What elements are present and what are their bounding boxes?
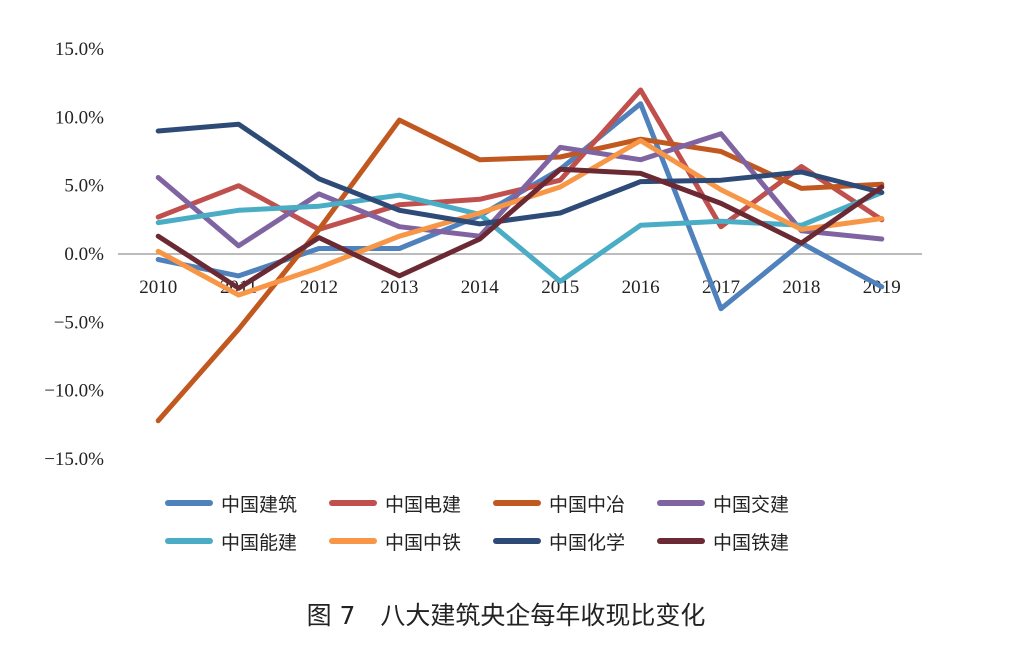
x-tick-label: 2015 bbox=[541, 277, 579, 298]
legend-item: 中国电建 bbox=[329, 490, 493, 516]
y-tick-label: 10.0% bbox=[55, 107, 104, 128]
legend-item: 中国中冶 bbox=[493, 490, 657, 516]
legend-swatch bbox=[165, 538, 213, 544]
series-line bbox=[155, 131, 885, 249]
x-tick-label: 2016 bbox=[622, 277, 660, 298]
legend-swatch bbox=[657, 500, 705, 506]
legend-swatch bbox=[493, 500, 541, 506]
legend-label: 中国中冶 bbox=[549, 493, 626, 516]
legend-label: 中国铁建 bbox=[713, 531, 790, 554]
series-lines bbox=[155, 87, 885, 424]
figure-caption: 图 7 八大建筑央企每年收现比变化 bbox=[306, 601, 706, 630]
y-tick-label: −10.0% bbox=[44, 381, 104, 402]
series-line bbox=[155, 138, 885, 298]
legend-swatch bbox=[493, 538, 541, 544]
legend-swatch bbox=[657, 538, 705, 544]
legend-item: 中国铁建 bbox=[657, 528, 821, 554]
line-chart: 15.0% 10.0% 5.0% 0.0% −5.0% −10.0% −15.0% 2010… bbox=[44, 39, 922, 470]
series-line bbox=[155, 166, 885, 291]
legend-item: 中国交建 bbox=[657, 490, 821, 516]
legend-label: 中国交建 bbox=[713, 493, 790, 516]
legend-label: 中国建筑 bbox=[221, 493, 298, 516]
y-tick-label: −15.0% bbox=[44, 449, 104, 470]
legend-label: 中国化学 bbox=[549, 531, 626, 554]
series-line bbox=[155, 121, 885, 227]
x-tick-label: 2013 bbox=[380, 277, 418, 298]
legend-swatch bbox=[329, 500, 377, 506]
x-tick-label: 2014 bbox=[461, 277, 500, 298]
x-tick-label: 2012 bbox=[300, 277, 338, 298]
y-tick-label: 0.0% bbox=[64, 244, 104, 265]
legend: 中国建筑 中国电建 中国中冶 中国交建中国能建 中国中铁 中国化学 中国铁建 bbox=[165, 490, 845, 554]
legend-item: 中国化学 bbox=[493, 528, 657, 554]
y-axis: 15.0% 10.0% 5.0% 0.0% −5.0% −10.0% −15.0% bbox=[44, 39, 104, 470]
legend-label: 中国能建 bbox=[221, 531, 298, 554]
legend-item: 中国能建 bbox=[165, 528, 329, 554]
y-tick-label: 15.0% bbox=[55, 39, 104, 60]
legend-swatch bbox=[165, 500, 213, 506]
y-tick-label: 5.0% bbox=[64, 176, 104, 197]
y-tick-label: −5.0% bbox=[54, 312, 104, 333]
x-tick-label: 2010 bbox=[139, 277, 177, 298]
legend-label: 中国电建 bbox=[385, 493, 462, 516]
legend-swatch bbox=[329, 538, 377, 544]
legend-item: 中国建筑 bbox=[165, 490, 329, 516]
legend-item: 中国中铁 bbox=[329, 528, 493, 554]
x-tick-label: 2018 bbox=[782, 277, 820, 298]
legend-label: 中国中铁 bbox=[385, 531, 462, 554]
